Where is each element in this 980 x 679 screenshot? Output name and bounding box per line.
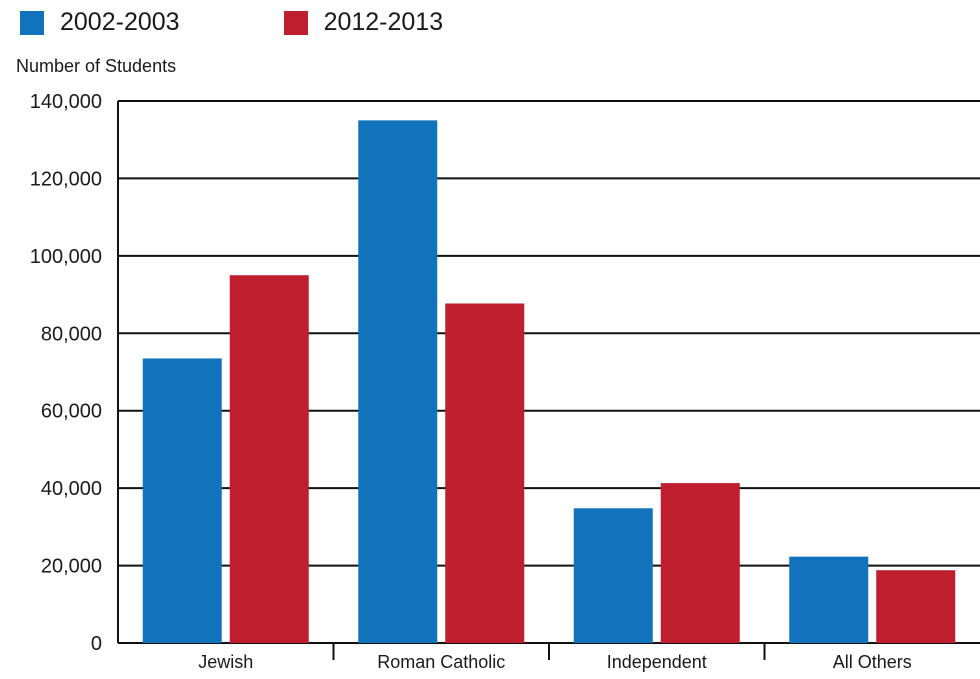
y-tick-label: 140,000 <box>30 91 102 113</box>
legend-swatch-2012-2013 <box>283 10 308 35</box>
x-category-label: Roman Catholic <box>377 652 505 672</box>
bar-2002-2003-jewish <box>142 358 222 643</box>
legend-item-2002-2003: 2002-2003 <box>20 8 180 37</box>
bar-2002-2003-all-others <box>789 556 869 643</box>
y-tick-label: 80,000 <box>41 323 102 345</box>
legend-item-2012-2013: 2012-2013 <box>283 8 444 37</box>
y-tick-label: 100,000 <box>30 246 102 268</box>
bar-2012-2013-jewish <box>229 275 309 643</box>
bar-2002-2003-independent <box>573 508 653 643</box>
y-tick-label: 120,000 <box>30 168 102 190</box>
y-tick-label: 60,000 <box>41 401 102 423</box>
y-axis-title: Number of Students <box>16 56 177 76</box>
y-tick-label: 40,000 <box>41 478 102 500</box>
legend-label-2002-2003: 2002-2003 <box>60 8 180 36</box>
x-category-label: All Others <box>833 652 912 672</box>
y-tick-label: 0 <box>91 633 102 655</box>
bar-2012-2013-roman-catholic <box>445 303 525 643</box>
x-category-label: Independent <box>607 652 707 672</box>
bar-2012-2013-independent <box>660 483 740 643</box>
legend-label-2012-2013: 2012-2013 <box>323 8 444 36</box>
legend-swatch-2002-2003 <box>20 10 44 35</box>
bar-2002-2003-roman-catholic <box>358 120 438 644</box>
y-tick-label: 20,000 <box>41 556 102 578</box>
x-category-label: Jewish <box>198 652 253 672</box>
legend: 2002-2003 2012-2013 <box>20 8 547 37</box>
bar-2012-2013-all-others <box>876 570 956 643</box>
